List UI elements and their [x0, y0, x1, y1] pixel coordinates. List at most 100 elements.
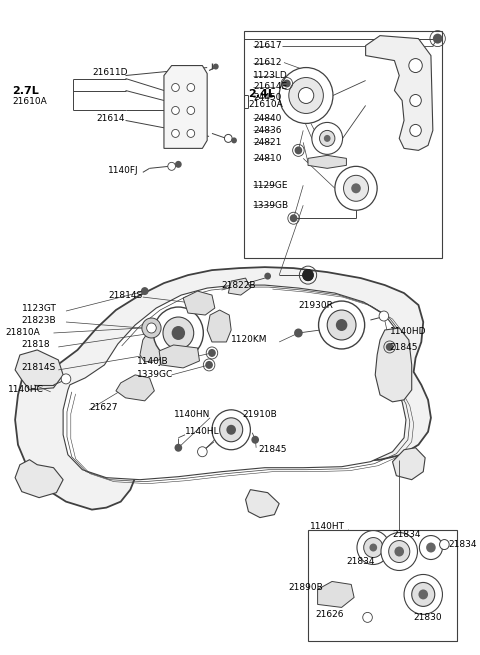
Circle shape	[410, 124, 421, 136]
Text: 24840: 24840	[253, 114, 282, 123]
Polygon shape	[15, 350, 63, 390]
Circle shape	[172, 107, 180, 115]
Circle shape	[168, 162, 176, 170]
Circle shape	[205, 361, 213, 369]
Bar	[308, 530, 457, 641]
Polygon shape	[15, 267, 431, 510]
Text: 1140FJ: 1140FJ	[108, 166, 139, 175]
Polygon shape	[183, 291, 215, 315]
Circle shape	[231, 138, 237, 143]
Text: 2.4L: 2.4L	[249, 88, 276, 98]
Text: 21614: 21614	[97, 114, 125, 123]
Circle shape	[420, 536, 443, 559]
Circle shape	[335, 166, 377, 210]
Text: 2.7L: 2.7L	[12, 86, 39, 96]
Text: 24836: 24836	[253, 126, 282, 135]
Text: 21890B: 21890B	[289, 583, 324, 592]
Text: 21823B: 21823B	[22, 316, 57, 324]
Text: 1140HL: 1140HL	[185, 427, 220, 436]
Circle shape	[327, 310, 356, 340]
Circle shape	[319, 301, 365, 349]
Circle shape	[187, 130, 195, 138]
Circle shape	[172, 326, 185, 340]
Circle shape	[410, 94, 421, 107]
Circle shape	[419, 590, 428, 599]
Circle shape	[426, 542, 436, 553]
Circle shape	[213, 64, 219, 69]
Polygon shape	[164, 66, 207, 149]
Text: 21834: 21834	[347, 557, 375, 566]
Circle shape	[147, 323, 156, 333]
Text: 21611D: 21611D	[92, 68, 127, 77]
Circle shape	[198, 447, 207, 457]
Circle shape	[283, 79, 291, 88]
Text: 21845: 21845	[390, 343, 418, 352]
Circle shape	[154, 307, 204, 359]
Text: 21626: 21626	[316, 610, 344, 619]
Circle shape	[344, 176, 369, 201]
Circle shape	[299, 88, 314, 103]
Text: 1339GC: 1339GC	[137, 370, 173, 379]
Text: 21610A: 21610A	[12, 98, 47, 107]
Text: 21810A: 21810A	[5, 329, 40, 337]
Circle shape	[320, 130, 335, 146]
Circle shape	[389, 540, 410, 563]
Circle shape	[141, 287, 149, 295]
Text: 21845: 21845	[258, 445, 287, 454]
Circle shape	[363, 612, 372, 622]
Text: 24450: 24450	[253, 93, 282, 102]
Circle shape	[302, 269, 314, 281]
Circle shape	[295, 146, 302, 155]
Circle shape	[227, 425, 236, 435]
Circle shape	[294, 329, 303, 337]
Text: 1339GB: 1339GB	[253, 201, 289, 210]
Circle shape	[440, 540, 449, 550]
Text: 1140HN: 1140HN	[174, 410, 210, 419]
Circle shape	[142, 318, 161, 338]
Circle shape	[324, 135, 331, 142]
Polygon shape	[228, 278, 251, 295]
Circle shape	[412, 582, 435, 607]
Text: 21612: 21612	[253, 58, 282, 67]
Circle shape	[252, 436, 259, 443]
Circle shape	[264, 272, 271, 280]
Polygon shape	[318, 582, 354, 607]
Text: 21617: 21617	[253, 41, 282, 50]
Text: 1140HT: 1140HT	[310, 522, 345, 531]
Text: 24810: 24810	[253, 154, 282, 163]
Text: 21830: 21830	[414, 613, 442, 622]
Polygon shape	[375, 328, 412, 402]
Circle shape	[175, 443, 182, 452]
Polygon shape	[366, 35, 433, 151]
Polygon shape	[207, 310, 231, 342]
Circle shape	[175, 161, 182, 168]
Circle shape	[312, 122, 343, 155]
Text: 1140HD: 1140HD	[390, 328, 426, 337]
Circle shape	[379, 311, 389, 321]
Text: 1140JB: 1140JB	[137, 358, 168, 366]
Circle shape	[279, 67, 333, 123]
Circle shape	[172, 130, 180, 138]
Circle shape	[163, 317, 194, 349]
Circle shape	[302, 269, 314, 281]
Circle shape	[404, 574, 443, 614]
Circle shape	[336, 319, 348, 331]
Polygon shape	[140, 328, 169, 362]
Text: 21818: 21818	[22, 341, 50, 350]
Circle shape	[351, 183, 361, 193]
Circle shape	[386, 343, 394, 351]
Text: 21814S: 21814S	[22, 364, 56, 373]
Text: 1129GE: 1129GE	[253, 181, 289, 190]
Text: 21930R: 21930R	[299, 301, 333, 310]
Text: 21834: 21834	[448, 540, 477, 549]
Circle shape	[433, 33, 443, 44]
Text: 21822B: 21822B	[222, 280, 256, 290]
Circle shape	[364, 538, 383, 557]
Circle shape	[208, 349, 216, 357]
Text: 1123LD: 1123LD	[253, 71, 288, 80]
Circle shape	[370, 544, 377, 552]
Polygon shape	[116, 375, 155, 401]
Circle shape	[220, 418, 243, 441]
Circle shape	[290, 214, 298, 222]
Circle shape	[289, 77, 324, 113]
